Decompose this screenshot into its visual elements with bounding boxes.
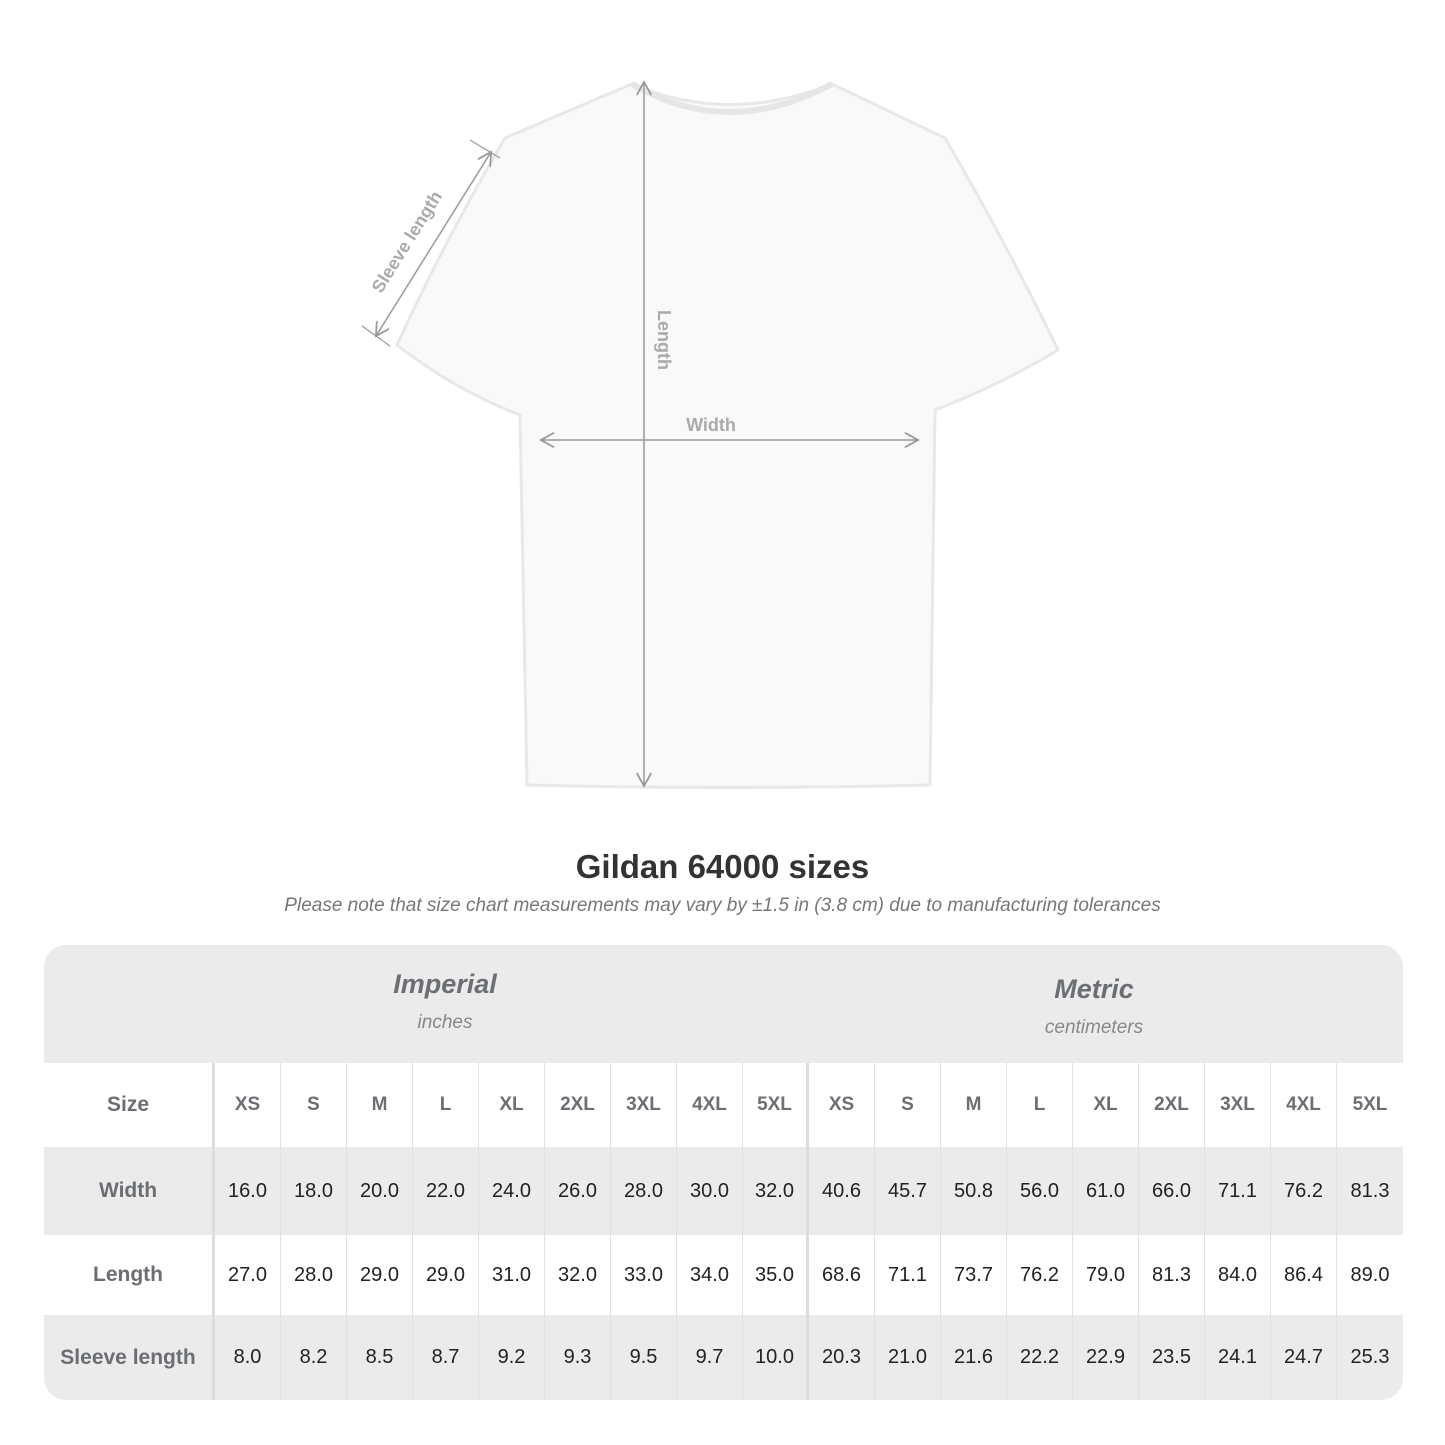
table-cell: 84.0 <box>1205 1235 1271 1315</box>
imperial-unit: inches <box>417 1012 473 1033</box>
table-row: Sleeve length 8.0 8.2 8.5 8.7 9.2 9.3 9.5 9.7 10.… <box>44 1315 1403 1400</box>
size-header-cell: M <box>941 1063 1007 1147</box>
length-label: Length <box>654 310 674 370</box>
tshirt-shape <box>395 82 1060 789</box>
table-cell: 27.0 <box>215 1235 281 1315</box>
size-header-cell: L <box>413 1063 479 1147</box>
table-cell: 8.5 <box>347 1315 413 1400</box>
table-cell: 22.0 <box>413 1147 479 1235</box>
table-cell: 16.0 <box>215 1147 281 1235</box>
table-cell: 24.7 <box>1271 1315 1337 1400</box>
imperial-header: Imperial inches <box>215 969 675 1034</box>
metric-header: Metric centimeters <box>809 974 1379 1039</box>
size-header-cell: XS <box>215 1063 281 1147</box>
size-header-cell: 5XL <box>1352 1094 1388 1115</box>
size-header-cell: S <box>875 1063 941 1147</box>
table-cell: 30.0 <box>677 1147 743 1235</box>
size-header-cell: 3XL <box>1205 1063 1271 1147</box>
size-header-cell: 5XL <box>743 1063 809 1147</box>
table-cell: 24.0 <box>479 1147 545 1235</box>
table-cell: 66.0 <box>1139 1147 1205 1235</box>
table-cell: 29.0 <box>413 1235 479 1315</box>
table-cell: 9.3 <box>545 1315 611 1400</box>
table-cell: 23.5 <box>1139 1315 1205 1400</box>
table-cell: 35.0 <box>743 1235 809 1315</box>
units-header: Imperial inches Metric centimeters <box>44 945 1403 1063</box>
size-header-cell: S <box>281 1063 347 1147</box>
table-cell: 71.1 <box>1205 1147 1271 1235</box>
table-cell: 22.2 <box>1007 1315 1073 1400</box>
tshirt-diagram: Sleeve length Length Width <box>361 0 1060 789</box>
size-header-cell: 2XL <box>545 1063 611 1147</box>
table-cell: 28.0 <box>611 1147 677 1235</box>
table-cell: 76.2 <box>1271 1147 1337 1235</box>
table-cell: 24.1 <box>1205 1315 1271 1400</box>
size-header-cell: XS <box>809 1063 875 1147</box>
table-cell: 26.0 <box>545 1147 611 1235</box>
page-title: Gildan 64000 sizes <box>575 848 870 885</box>
sleeve-arrow <box>376 152 491 336</box>
table-row: Length 27.0 28.0 29.0 29.0 31.0 32.0 33.0 34.0 35… <box>44 1235 1403 1315</box>
table-cell: 40.6 <box>809 1147 875 1235</box>
table-cell: 79.0 <box>1073 1235 1139 1315</box>
table-cell: 68.6 <box>809 1235 875 1315</box>
table-cell: 9.5 <box>611 1315 677 1400</box>
table-cell: 28.0 <box>281 1235 347 1315</box>
table-cell: 21.6 <box>941 1315 1007 1400</box>
size-header-cell: 3XL <box>611 1063 677 1147</box>
size-header-cell: 4XL <box>1271 1063 1337 1147</box>
table-cell: 31.0 <box>479 1235 545 1315</box>
row-label: Size <box>44 1063 215 1147</box>
table-cell: 45.7 <box>875 1147 941 1235</box>
size-header-cell: XL <box>479 1063 545 1147</box>
table-cell: 76.2 <box>1007 1235 1073 1315</box>
table-cell: 81.3 <box>1139 1235 1205 1315</box>
table-cell: 8.0 <box>215 1315 281 1400</box>
table-cell: 8.7 <box>413 1315 479 1400</box>
size-header-cell: 2XL <box>1139 1063 1205 1147</box>
table-cell: 34.0 <box>677 1235 743 1315</box>
size-header-row: Size XS S M L XL 2XL 3XL 4XL 5XL XS S M L XL 2XL 3XL 4XL 5… <box>44 1063 1403 1147</box>
table-cell: 61.0 <box>1073 1147 1139 1235</box>
table-cell: 9.7 <box>677 1315 743 1400</box>
row-label: Width <box>44 1147 215 1235</box>
metric-unit: centimeters <box>1044 1017 1144 1038</box>
row-label: Length <box>44 1235 215 1315</box>
table-cell: 81.3 <box>1350 1179 1390 1202</box>
width-label: Width <box>686 415 736 435</box>
table-cell: 73.7 <box>941 1235 1007 1315</box>
size-header-cell: 4XL <box>677 1063 743 1147</box>
table-cell: 33.0 <box>611 1235 677 1315</box>
table-cell: 32.0 <box>545 1235 611 1315</box>
table-cell: 50.8 <box>941 1147 1007 1235</box>
metric-title: Metric <box>1054 974 1134 1004</box>
size-header-cell: L <box>1007 1063 1073 1147</box>
imperial-title: Imperial <box>393 969 497 999</box>
table-cell: 8.2 <box>281 1315 347 1400</box>
table-cell: 71.1 <box>875 1235 941 1315</box>
size-table: Imperial inches Metric centimeters Size X… <box>44 945 1403 1400</box>
table-cell: 32.0 <box>743 1147 809 1235</box>
table-cell: 86.4 <box>1271 1235 1337 1315</box>
table-cell: 9.2 <box>479 1315 545 1400</box>
table-cell: 21.0 <box>875 1315 941 1400</box>
table-cell: 29.0 <box>347 1235 413 1315</box>
tolerance-note: Please note that size chart measurements… <box>284 895 1161 916</box>
table-cell: 56.0 <box>1007 1147 1073 1235</box>
size-header-cell: M <box>347 1063 413 1147</box>
table-cell: 20.3 <box>809 1315 875 1400</box>
table-cell: 25.3 <box>1350 1346 1390 1368</box>
row-label: Sleeve length <box>44 1315 215 1400</box>
table-cell: 22.9 <box>1073 1315 1139 1400</box>
table-row: Width 16.0 18.0 20.0 22.0 24.0 26.0 28.0 30.0 32.… <box>44 1147 1403 1235</box>
size-header-cell: XL <box>1073 1063 1139 1147</box>
table-cell: 20.0 <box>347 1147 413 1235</box>
table-cell: 10.0 <box>743 1315 809 1400</box>
table-cell: 18.0 <box>281 1147 347 1235</box>
table-cell: 89.0 <box>1350 1263 1390 1286</box>
